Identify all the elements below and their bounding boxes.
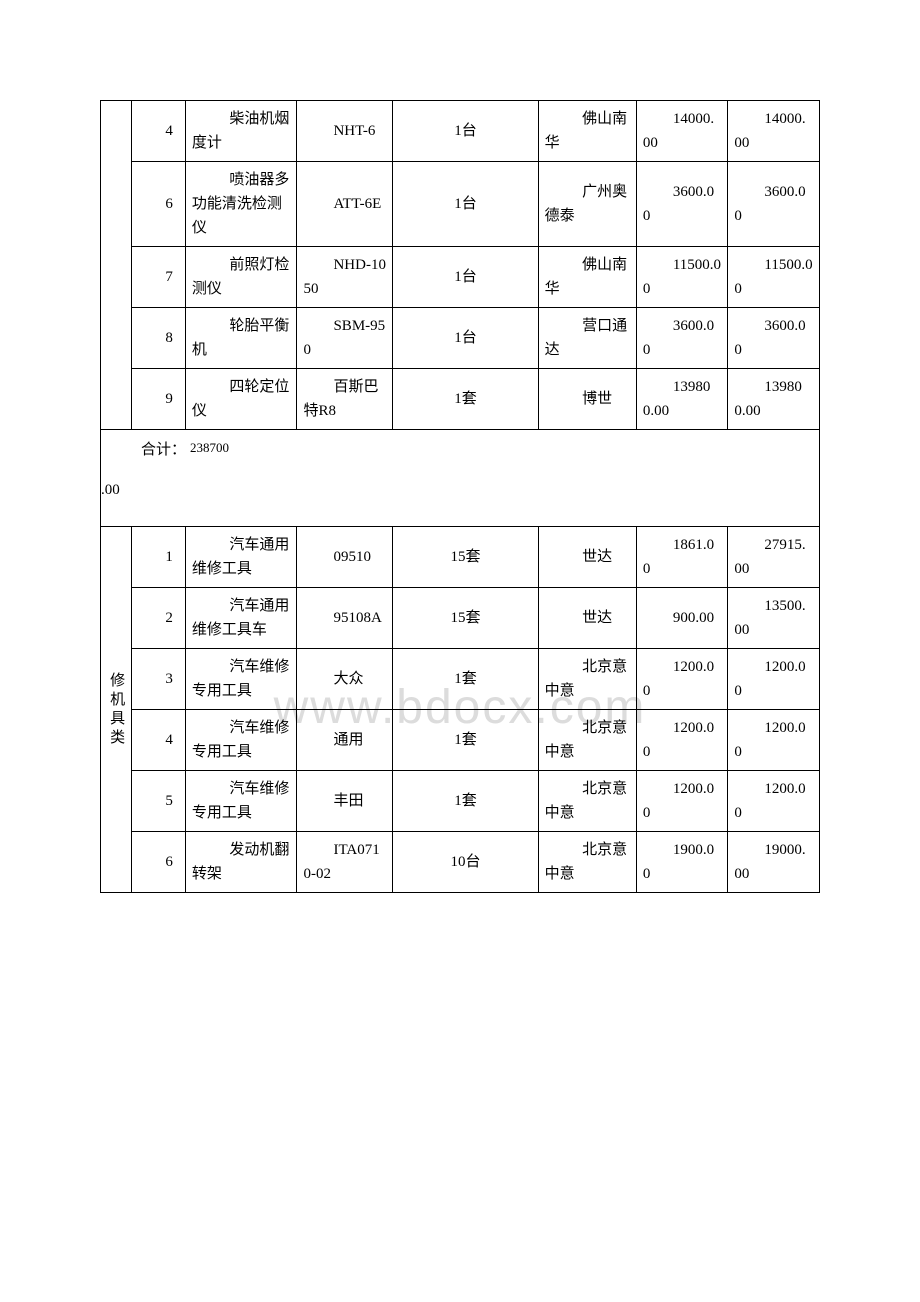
item-brand: 北京意中意: [538, 771, 636, 832]
table-row: 4 汽车维修专用工具 通用 1套 北京意中意 1200.00 1200.00: [101, 710, 820, 771]
item-total: 1200.00: [728, 710, 820, 771]
item-qty: 15套: [393, 588, 538, 649]
item-total: 14000.00: [728, 101, 820, 162]
item-price: 900.00: [636, 588, 728, 649]
subtotal-row: 合计： 238700 .00: [101, 430, 820, 527]
item-total: 3600.00: [728, 308, 820, 369]
item-total: 11500.00: [728, 247, 820, 308]
item-total: 1200.00: [728, 771, 820, 832]
item-price: 1900.00: [636, 832, 728, 893]
item-qty: 1套: [393, 649, 538, 710]
table-row: 7 前照灯检测仪 NHD-1050 1台 佛山南华 11500.00 11500…: [101, 247, 820, 308]
item-price: 139800.00: [636, 369, 728, 430]
row-index: 6: [132, 832, 186, 893]
item-name: 汽车维修专用工具: [185, 771, 297, 832]
item-qty: 1套: [393, 710, 538, 771]
item-qty: 1套: [393, 369, 538, 430]
item-model: ATT-6E: [297, 162, 393, 247]
item-brand: 营口通达: [538, 308, 636, 369]
item-qty: 1套: [393, 771, 538, 832]
item-name: 柴油机烟度计: [185, 101, 297, 162]
row-index: 9: [132, 369, 186, 430]
item-price: 14000.00: [636, 101, 728, 162]
item-brand: 博世: [538, 369, 636, 430]
row-index: 3: [132, 649, 186, 710]
item-name: 轮胎平衡机: [185, 308, 297, 369]
row-index: 7: [132, 247, 186, 308]
item-model: NHD-1050: [297, 247, 393, 308]
row-index: 6: [132, 162, 186, 247]
item-qty: 1台: [393, 308, 538, 369]
item-brand: 广州奥德泰: [538, 162, 636, 247]
equipment-table: 4 柴油机烟度计 NHT-6 1台 佛山南华 14000.00 14000.00…: [100, 100, 820, 893]
table-row: 修机具类 1 汽车通用维修工具 09510 15套 世达 1861.00 279…: [101, 527, 820, 588]
item-brand: 北京意中意: [538, 649, 636, 710]
subtotal-cell: 合计： 238700 .00: [101, 430, 820, 527]
item-model: 95108A: [297, 588, 393, 649]
item-price: 3600.00: [636, 162, 728, 247]
item-name: 汽车通用维修工具: [185, 527, 297, 588]
item-total: 3600.00: [728, 162, 820, 247]
item-qty: 1台: [393, 162, 538, 247]
table-row: 6 发动机翻转架 ITA0710-02 10台 北京意中意 1900.00 19…: [101, 832, 820, 893]
table-row: 4 柴油机烟度计 NHT-6 1台 佛山南华 14000.00 14000.00: [101, 101, 820, 162]
item-brand: 世达: [538, 527, 636, 588]
item-name: 汽车维修专用工具: [185, 710, 297, 771]
row-index: 5: [132, 771, 186, 832]
item-qty: 10台: [393, 832, 538, 893]
item-price: 1200.00: [636, 771, 728, 832]
item-model: 通用: [297, 710, 393, 771]
item-qty: 1台: [393, 101, 538, 162]
item-name: 发动机翻转架: [185, 832, 297, 893]
item-model: 大众: [297, 649, 393, 710]
subtotal-tail: .00: [101, 478, 813, 502]
subtotal-value: 238700: [190, 440, 229, 455]
item-brand: 世达: [538, 588, 636, 649]
row-index: 1: [132, 527, 186, 588]
subtotal-label: 合计：: [141, 442, 186, 458]
item-name: 喷油器多功能清洗检测仪: [185, 162, 297, 247]
category-cell-empty: [101, 101, 132, 430]
item-model: 百斯巴特R8: [297, 369, 393, 430]
row-index: 8: [132, 308, 186, 369]
item-name: 四轮定位仪: [185, 369, 297, 430]
item-total: 19000.00: [728, 832, 820, 893]
item-qty: 15套: [393, 527, 538, 588]
item-total: 1200.00: [728, 649, 820, 710]
item-price: 1200.00: [636, 710, 728, 771]
item-brand: 佛山南华: [538, 247, 636, 308]
table-row: 3 汽车维修专用工具 大众 1套 北京意中意 1200.00 1200.00: [101, 649, 820, 710]
category-label: 修机具类: [101, 527, 132, 893]
item-price: 3600.00: [636, 308, 728, 369]
row-index: 4: [132, 710, 186, 771]
item-total: 13500.00: [728, 588, 820, 649]
item-total: 27915.00: [728, 527, 820, 588]
table-row: 5 汽车维修专用工具 丰田 1套 北京意中意 1200.00 1200.00: [101, 771, 820, 832]
table-row: 9 四轮定位仪 百斯巴特R8 1套 博世 139800.00 139800.00: [101, 369, 820, 430]
item-model: 丰田: [297, 771, 393, 832]
row-index: 2: [132, 588, 186, 649]
item-model: 09510: [297, 527, 393, 588]
row-index: 4: [132, 101, 186, 162]
item-name: 汽车通用维修工具车: [185, 588, 297, 649]
item-price: 1200.00: [636, 649, 728, 710]
item-brand: 北京意中意: [538, 832, 636, 893]
table-row: 6 喷油器多功能清洗检测仪 ATT-6E 1台 广州奥德泰 3600.00 36…: [101, 162, 820, 247]
item-name: 前照灯检测仪: [185, 247, 297, 308]
item-brand: 佛山南华: [538, 101, 636, 162]
item-name: 汽车维修专用工具: [185, 649, 297, 710]
item-model: SBM-950: [297, 308, 393, 369]
item-model: ITA0710-02: [297, 832, 393, 893]
table-row: 2 汽车通用维修工具车 95108A 15套 世达 900.00 13500.0…: [101, 588, 820, 649]
item-qty: 1台: [393, 247, 538, 308]
item-price: 1861.00: [636, 527, 728, 588]
item-model: NHT-6: [297, 101, 393, 162]
table-row: 8 轮胎平衡机 SBM-950 1台 营口通达 3600.00 3600.00: [101, 308, 820, 369]
item-total: 139800.00: [728, 369, 820, 430]
item-brand: 北京意中意: [538, 710, 636, 771]
item-price: 11500.00: [636, 247, 728, 308]
